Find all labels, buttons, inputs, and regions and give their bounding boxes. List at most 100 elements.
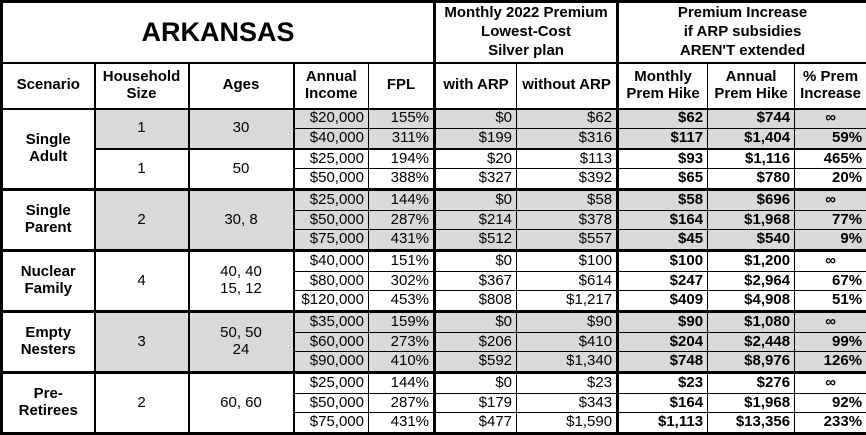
scenario-cell: Single Parent bbox=[1, 188, 95, 252]
without-arp-cell: $1,340 bbox=[516, 351, 619, 373]
annual-hike-cell: $1,200 bbox=[707, 249, 796, 272]
annual-hike-cell: $13,356 bbox=[707, 412, 796, 434]
scenario-cell: Empty Nesters bbox=[1, 309, 95, 373]
col-header-annual-income: Annual Income bbox=[292, 62, 369, 110]
income-cell: $25,000 bbox=[292, 147, 369, 170]
annual-hike-cell: $780 bbox=[707, 168, 796, 191]
income-cell: $50,000 bbox=[292, 209, 369, 231]
monthly-hike-cell: $100 bbox=[616, 249, 709, 272]
with-arp-cell: $20 bbox=[433, 147, 518, 170]
fpl-cell: 144% bbox=[367, 370, 436, 394]
annual-hike-cell: $1,968 bbox=[707, 392, 796, 414]
with-arp-cell: $0 bbox=[433, 370, 518, 394]
with-arp-cell: $0 bbox=[433, 309, 518, 333]
pct-increase-cell: 51% bbox=[794, 290, 866, 312]
table-row: $75,000 431% $477 $1,590 $1,113 $13,356 … bbox=[2, 412, 866, 434]
monthly-hike-cell: $65 bbox=[616, 168, 709, 191]
table-row: Pre- Retirees 2 60, 60 $25,000 144% $0 $… bbox=[1, 370, 866, 435]
table-row: 1 50 $25,000 194% $20 $113 $93 $1,116 46… bbox=[2, 147, 866, 191]
fpl-cell: 151% bbox=[367, 249, 436, 272]
without-arp-cell: $410 bbox=[516, 331, 619, 353]
without-arp-cell: $378 bbox=[516, 209, 619, 231]
pct-increase-cell: 92% bbox=[794, 392, 866, 414]
household-size-cell: 2 bbox=[93, 188, 189, 252]
fpl-cell: 287% bbox=[367, 209, 436, 231]
fpl-cell: 159% bbox=[367, 309, 436, 333]
fpl-cell: 431% bbox=[367, 229, 436, 252]
scenario-cell: Nuclear Family bbox=[1, 249, 95, 312]
household-size-cell: 4 bbox=[93, 249, 189, 312]
state-title: ARKANSAS bbox=[0, 1, 436, 64]
without-arp-cell: $90 bbox=[516, 309, 619, 333]
without-arp-cell: $392 bbox=[516, 168, 619, 191]
monthly-hike-cell: $90 bbox=[616, 309, 709, 333]
fpl-cell: 453% bbox=[367, 290, 436, 312]
annual-hike-cell: $1,404 bbox=[707, 128, 796, 150]
pct-increase-cell: 233% bbox=[794, 412, 866, 434]
col-header-scenario: Scenario bbox=[1, 62, 95, 110]
with-arp-cell: $0 bbox=[433, 249, 518, 272]
col-header-ages: Ages bbox=[187, 62, 294, 110]
title-row: ARKANSAS Monthly 2022 Premium Lowest-Cos… bbox=[0, 1, 866, 64]
pct-increase-cell: ∞ bbox=[794, 107, 866, 130]
annual-hike-cell: $1,968 bbox=[707, 209, 796, 231]
household-size-cell: 3 bbox=[93, 309, 189, 373]
monthly-hike-cell: $164 bbox=[616, 392, 709, 414]
with-arp-cell: $179 bbox=[433, 392, 518, 414]
with-arp-cell: $592 bbox=[433, 351, 518, 373]
income-cell: $75,000 bbox=[292, 412, 369, 434]
col-header-with-arp: with ARP bbox=[433, 62, 518, 110]
column-header-row: Scenario Household Size Ages Annual Inco… bbox=[1, 62, 866, 110]
income-cell: $40,000 bbox=[292, 249, 369, 272]
monthly-hike-cell: $409 bbox=[616, 290, 709, 312]
monthly-hike-cell: $93 bbox=[616, 147, 709, 170]
ages-cell: 60, 60 bbox=[187, 370, 294, 435]
table-row: $50,000 287% $179 $343 $164 $1,968 92% bbox=[2, 392, 866, 414]
col-header-monthly-prem-hike: Monthly Prem Hike bbox=[616, 62, 709, 110]
increase-section-header: Premium Increase if ARP subsidies AREN'T… bbox=[616, 1, 866, 64]
ages-cell: 40, 40 15, 12 bbox=[187, 249, 294, 312]
table-row: Single Parent 2 30, 8 $25,000 144% $0 $5… bbox=[1, 188, 866, 252]
fpl-cell: 410% bbox=[367, 351, 436, 373]
with-arp-cell: $477 bbox=[433, 412, 518, 434]
col-header-fpl: FPL bbox=[367, 62, 436, 110]
annual-hike-cell: $2,448 bbox=[707, 331, 796, 353]
pct-increase-cell: 126% bbox=[794, 351, 866, 373]
premium-section-header: Monthly 2022 Premium Lowest-Cost Silver … bbox=[433, 1, 619, 64]
table-row: $60,000 273% $206 $410 $204 $2,448 99% bbox=[2, 331, 866, 353]
income-cell: $20,000 bbox=[292, 107, 369, 130]
annual-hike-cell: $2,964 bbox=[707, 270, 796, 292]
pct-increase-cell: 465% bbox=[794, 147, 866, 170]
pct-increase-cell: 77% bbox=[794, 209, 866, 231]
fpl-cell: 311% bbox=[367, 128, 436, 150]
fpl-cell: 273% bbox=[367, 331, 436, 353]
ages-cell: 50, 50 24 bbox=[187, 309, 294, 373]
household-size-cell: 1 bbox=[93, 147, 189, 191]
without-arp-cell: $343 bbox=[516, 392, 619, 414]
without-arp-cell: $1,217 bbox=[516, 290, 619, 312]
pct-increase-cell: 9% bbox=[794, 229, 866, 252]
monthly-hike-cell: $204 bbox=[616, 331, 709, 353]
table-row: Empty Nesters 3 50, 50 24 $35,000 159% $… bbox=[1, 309, 866, 373]
without-arp-cell: $1,590 bbox=[516, 412, 619, 434]
with-arp-cell: $808 bbox=[433, 290, 518, 312]
monthly-hike-cell: $1,113 bbox=[616, 412, 709, 434]
col-header-without-arp: without ARP bbox=[516, 62, 619, 110]
pct-increase-cell: ∞ bbox=[794, 370, 866, 394]
col-header-pct-prem-increase: % Prem Increase bbox=[794, 62, 866, 110]
without-arp-cell: $557 bbox=[516, 229, 619, 252]
household-size-cell: 2 bbox=[93, 370, 189, 435]
pct-increase-cell: ∞ bbox=[794, 309, 866, 333]
without-arp-cell: $62 bbox=[516, 107, 619, 130]
table-row: $50,000 287% $214 $378 $164 $1,968 77% bbox=[2, 209, 866, 231]
income-cell: $60,000 bbox=[292, 331, 369, 353]
income-cell: $75,000 bbox=[292, 229, 369, 252]
fpl-cell: 194% bbox=[367, 147, 436, 170]
with-arp-cell: $199 bbox=[433, 128, 518, 150]
fpl-cell: 302% bbox=[367, 270, 436, 292]
pct-increase-cell: 67% bbox=[794, 270, 866, 292]
with-arp-cell: $0 bbox=[433, 107, 518, 130]
monthly-hike-cell: $164 bbox=[616, 209, 709, 231]
without-arp-cell: $614 bbox=[516, 270, 619, 292]
